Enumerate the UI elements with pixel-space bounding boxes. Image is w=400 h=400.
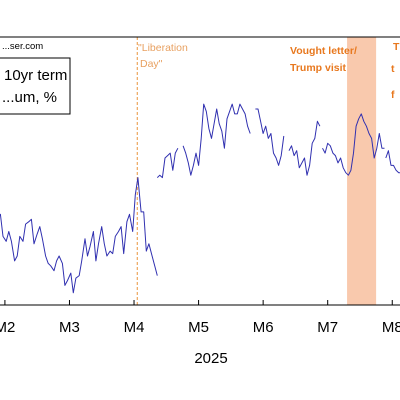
legend-box: 10yr term ...um, % xyxy=(0,57,71,115)
x-axis-title: 2025 xyxy=(194,350,227,367)
series-line-segment-3 xyxy=(182,103,251,176)
series-line-segment-1 xyxy=(0,177,158,294)
shaded-region-vought xyxy=(347,37,377,305)
x-ticks: M2 M3 M4 M5 M6 M7 M8 xyxy=(0,300,400,336)
series-layer xyxy=(0,103,400,294)
x-tick-label-m2: M2 xyxy=(0,319,15,336)
annotation-right-2: t xyxy=(391,63,395,75)
shaded-region-layer xyxy=(347,37,377,305)
annotation-vought-2: Trump visit xyxy=(290,62,347,74)
annotation-right-1: T xyxy=(393,41,400,53)
x-tick-label-m4: M4 xyxy=(124,319,145,336)
series-line-segment-5 xyxy=(288,120,321,176)
x-tick-label-m7: M7 xyxy=(317,319,338,336)
series-line-segment-2 xyxy=(156,147,179,179)
legend-line-1: 10yr term xyxy=(4,67,67,84)
x-tick-label-m3: M3 xyxy=(59,319,80,336)
series-line-segment-7 xyxy=(385,150,400,174)
legend-frame xyxy=(0,57,71,115)
annotation-right-3: f xyxy=(391,89,395,101)
x-tick-label-m5: M5 xyxy=(188,319,209,336)
annotation-vought-1: Vought letter/ xyxy=(290,45,357,57)
legend-line-2: ...um, % xyxy=(2,89,57,106)
annotation-liberation-1: "Liberation xyxy=(138,42,188,54)
series-line-segment-6 xyxy=(322,113,385,176)
x-tick-label-m6: M6 xyxy=(253,319,274,336)
source-text: ...ser.com xyxy=(2,41,43,52)
annotation-liberation-2: Day" xyxy=(140,58,163,70)
series-line-segment-4 xyxy=(255,108,285,166)
x-tick-label-m8: M8 xyxy=(382,319,400,336)
